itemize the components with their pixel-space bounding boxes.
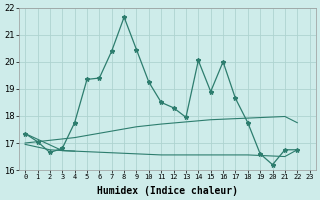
X-axis label: Humidex (Indice chaleur): Humidex (Indice chaleur) — [97, 186, 238, 196]
